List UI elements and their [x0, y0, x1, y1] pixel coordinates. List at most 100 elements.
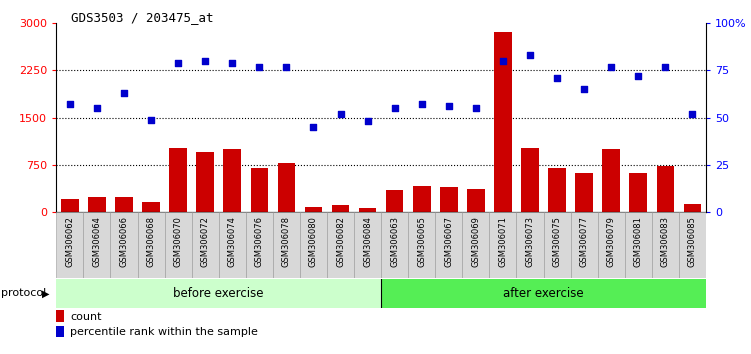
Point — [91, 105, 103, 111]
Bar — [197, 152, 214, 212]
Bar — [56, 310, 64, 322]
Text: GSM306071: GSM306071 — [499, 216, 508, 267]
Text: GSM306079: GSM306079 — [607, 216, 616, 267]
Point — [145, 117, 157, 122]
Bar — [521, 148, 538, 212]
Text: GSM306066: GSM306066 — [119, 216, 128, 267]
Text: GSM306065: GSM306065 — [418, 216, 427, 267]
Bar — [251, 167, 268, 212]
Text: GSM306075: GSM306075 — [553, 216, 562, 267]
Bar — [359, 208, 376, 212]
Point — [632, 73, 644, 79]
Text: before exercise: before exercise — [173, 287, 264, 300]
Bar — [436, 212, 463, 278]
Point — [253, 64, 265, 69]
Text: GSM306063: GSM306063 — [391, 216, 400, 267]
Bar — [110, 212, 137, 278]
Text: GSM306062: GSM306062 — [65, 216, 74, 267]
Point — [551, 75, 563, 81]
Bar — [219, 212, 246, 278]
Text: after exercise: after exercise — [503, 287, 584, 300]
Bar — [602, 149, 620, 212]
Bar — [381, 212, 409, 278]
Bar — [332, 205, 349, 212]
Text: GSM306072: GSM306072 — [201, 216, 210, 267]
Bar — [142, 202, 160, 212]
Bar — [598, 212, 625, 278]
Bar — [548, 168, 566, 212]
Bar — [440, 187, 457, 212]
Text: GSM306085: GSM306085 — [688, 216, 697, 267]
Text: GSM306068: GSM306068 — [146, 216, 155, 267]
Text: GSM306080: GSM306080 — [309, 216, 318, 267]
Point — [389, 105, 401, 111]
Bar — [571, 212, 598, 278]
Text: GDS3503 / 203475_at: GDS3503 / 203475_at — [71, 11, 214, 24]
Bar — [683, 204, 701, 212]
Point — [470, 105, 482, 111]
Bar — [56, 326, 64, 337]
Bar — [575, 173, 593, 212]
Bar — [115, 197, 133, 212]
Text: GSM306073: GSM306073 — [526, 216, 535, 267]
Bar — [61, 199, 79, 212]
Bar — [273, 212, 300, 278]
Point — [686, 111, 698, 117]
Text: ▶: ▶ — [42, 289, 50, 298]
Point — [226, 60, 238, 65]
Bar — [386, 190, 403, 212]
Bar — [327, 212, 354, 278]
Bar — [88, 196, 106, 212]
Bar — [169, 148, 187, 212]
Bar — [56, 212, 83, 278]
Bar — [164, 212, 192, 278]
Point — [524, 52, 536, 58]
Point — [659, 64, 671, 69]
Bar — [409, 212, 436, 278]
Bar — [490, 212, 517, 278]
Text: GSM306064: GSM306064 — [92, 216, 101, 267]
Point — [361, 119, 373, 124]
Bar — [629, 173, 647, 212]
Bar — [278, 162, 295, 212]
Bar — [381, 279, 706, 308]
Point — [307, 124, 319, 130]
Text: GSM306070: GSM306070 — [173, 216, 182, 267]
Point — [280, 64, 292, 69]
Text: count: count — [70, 312, 101, 322]
Bar — [467, 189, 484, 212]
Text: percentile rank within the sample: percentile rank within the sample — [70, 327, 258, 337]
Text: GSM306078: GSM306078 — [282, 216, 291, 267]
Text: GSM306084: GSM306084 — [363, 216, 372, 267]
Bar — [224, 149, 241, 212]
Text: GSM306077: GSM306077 — [580, 216, 589, 267]
Bar — [137, 212, 164, 278]
Bar — [656, 166, 674, 212]
Bar — [544, 212, 571, 278]
Point — [172, 60, 184, 65]
Bar — [679, 212, 706, 278]
Point — [605, 64, 617, 69]
Bar — [305, 207, 322, 212]
Point — [416, 102, 428, 107]
Text: GSM306082: GSM306082 — [336, 216, 345, 267]
Point — [443, 103, 455, 109]
Bar — [354, 212, 382, 278]
Text: GSM306074: GSM306074 — [228, 216, 237, 267]
Point — [497, 58, 509, 64]
Bar — [300, 212, 327, 278]
Text: GSM306076: GSM306076 — [255, 216, 264, 267]
Bar — [463, 212, 490, 278]
Point — [118, 90, 130, 96]
Bar — [56, 279, 381, 308]
Text: GSM306083: GSM306083 — [661, 216, 670, 267]
Text: GSM306067: GSM306067 — [445, 216, 454, 267]
Bar — [652, 212, 679, 278]
Point — [578, 86, 590, 92]
Bar — [413, 186, 430, 212]
Point — [334, 111, 346, 117]
Bar — [494, 32, 511, 212]
Bar — [246, 212, 273, 278]
Bar — [83, 212, 110, 278]
Point — [64, 102, 76, 107]
